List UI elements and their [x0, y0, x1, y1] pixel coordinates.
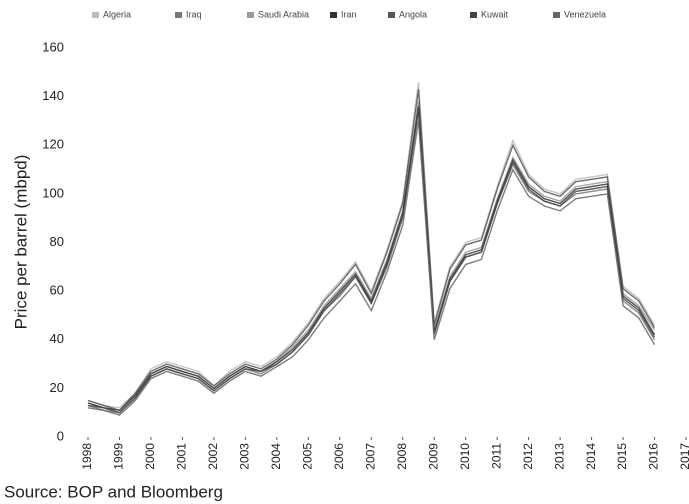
legend-swatch — [388, 12, 395, 18]
x-tick-label: 2011 — [489, 443, 503, 469]
y-tick-label: 100 — [42, 185, 64, 200]
legend-swatch — [247, 12, 254, 18]
x-tick-label: 2003 — [238, 443, 252, 470]
x-tick-label: 2016 — [647, 443, 661, 470]
x-tick-label: 1998 — [80, 443, 94, 470]
x-tick-label: 2009 — [426, 443, 440, 470]
x-tick-label: 2000 — [143, 443, 157, 470]
legend-swatch — [175, 12, 182, 18]
series-line — [87, 120, 656, 416]
x-tick-label: 2001 — [175, 443, 189, 470]
legend-label: Angola — [399, 9, 427, 19]
legend-label: Iraq — [186, 9, 202, 19]
x-tick-label: 2002 — [206, 443, 220, 470]
x-tick-label: 2013 — [552, 443, 566, 470]
x-tick-label: 2015 — [615, 443, 629, 470]
x-tick-label: 2006 — [332, 443, 346, 470]
legend-swatch — [470, 12, 477, 18]
x-tick-label: 2014 — [584, 443, 598, 470]
legend-swatch — [92, 12, 99, 18]
x-tick-label: 2017 — [678, 443, 689, 470]
x-tick-label: 2005 — [300, 443, 314, 470]
x-tick-label: 2007 — [363, 443, 377, 470]
x-tick-label: 2012 — [521, 443, 535, 470]
legend-label: Saudi Arabia — [258, 9, 309, 19]
y-tick-label: 160 — [42, 39, 64, 54]
y-tick-label: 80 — [50, 234, 64, 249]
source-note: Source: BOP and Bloomberg — [4, 482, 223, 501]
series-line — [87, 111, 656, 414]
y-tick-label: 40 — [50, 331, 64, 346]
series-line — [87, 81, 656, 409]
legend-label: Venezuela — [564, 9, 606, 19]
series-line — [87, 89, 656, 412]
legend-swatch — [330, 12, 337, 18]
y-axis-label: Price per barrel (mbpd) — [11, 155, 30, 330]
x-tick-label: 1999 — [112, 443, 126, 470]
legend-label: Kuwait — [481, 9, 509, 19]
legend-swatch — [553, 12, 560, 18]
y-tick-label: 20 — [50, 380, 64, 395]
x-tick-label: 2010 — [458, 443, 472, 470]
y-tick-label: 60 — [50, 283, 64, 298]
x-tick-label: 2004 — [269, 443, 283, 470]
series-line — [87, 108, 656, 414]
series-line — [87, 106, 656, 412]
y-tick-label: 120 — [42, 137, 64, 152]
x-tick-label: 2008 — [395, 443, 409, 470]
y-tick-label: 140 — [42, 88, 64, 103]
legend-label: Algeria — [103, 9, 131, 19]
legend-label: Iran — [341, 9, 357, 19]
y-tick-label: 0 — [57, 428, 64, 443]
